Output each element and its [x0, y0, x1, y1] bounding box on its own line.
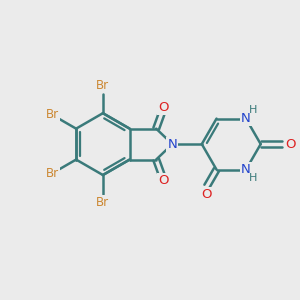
- Text: H: H: [249, 173, 257, 183]
- Text: Br: Br: [46, 109, 59, 122]
- Text: Br: Br: [96, 196, 110, 209]
- Text: N: N: [241, 163, 251, 176]
- Text: N: N: [167, 138, 177, 151]
- Text: O: O: [158, 101, 169, 114]
- Text: H: H: [249, 105, 257, 116]
- Text: Br: Br: [46, 167, 59, 180]
- Text: N: N: [241, 112, 251, 125]
- Text: O: O: [202, 188, 212, 201]
- Text: O: O: [285, 138, 296, 151]
- Text: Br: Br: [96, 79, 110, 92]
- Text: O: O: [158, 174, 169, 187]
